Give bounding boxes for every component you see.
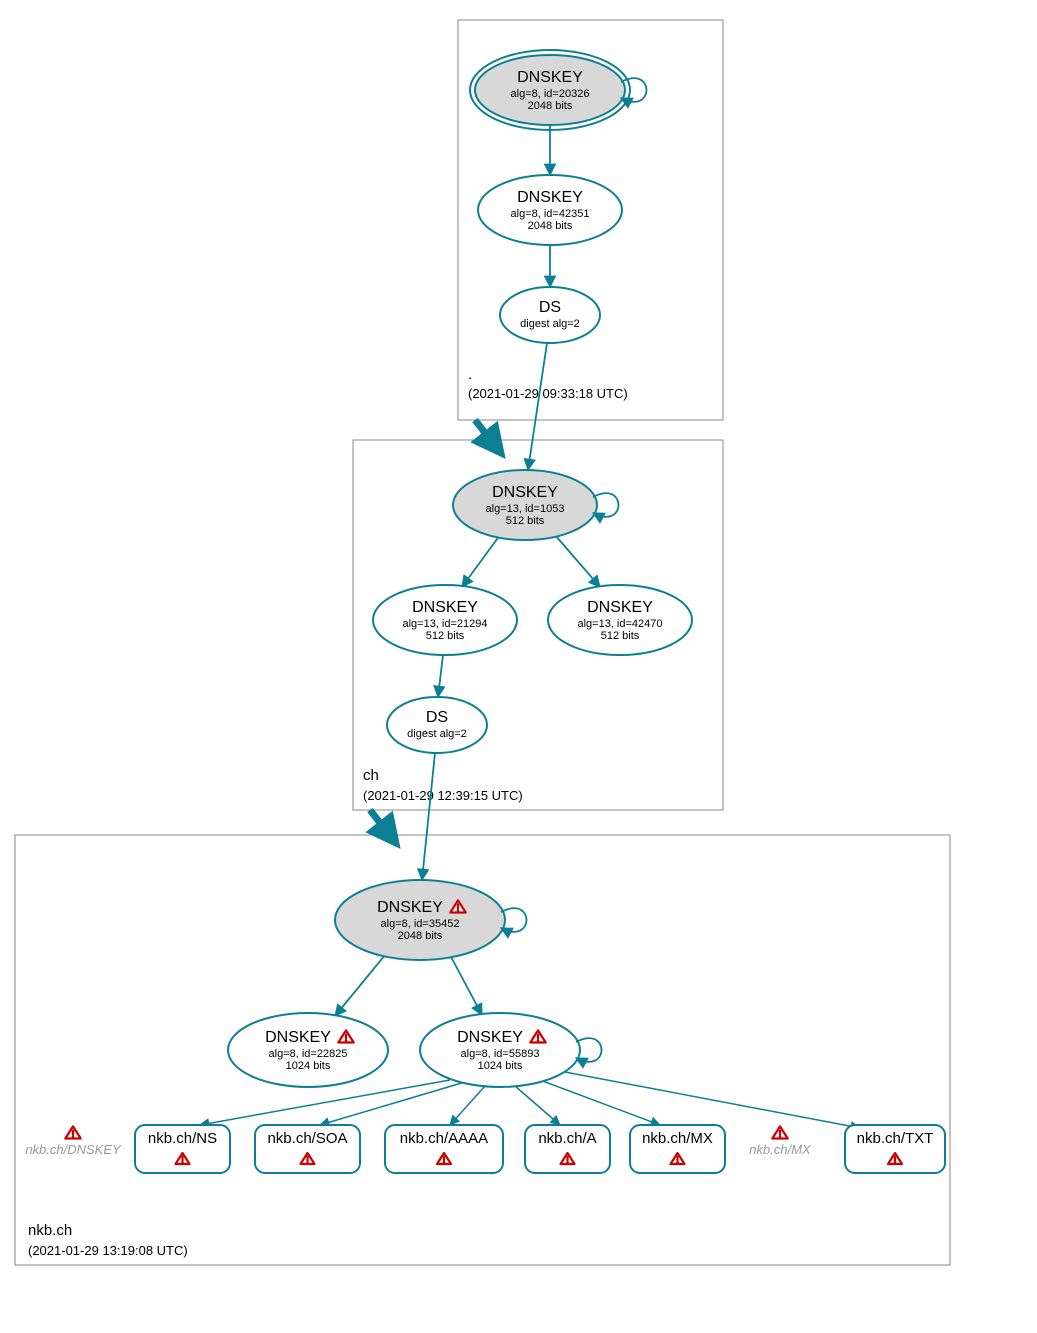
- zone-label-ch: ch: [363, 767, 379, 784]
- svg-text:alg=8, id=22825: alg=8, id=22825: [269, 1048, 348, 1060]
- svg-text:digest alg=2: digest alg=2: [520, 318, 580, 330]
- zone-time-nkb: (2021-01-29 13:19:08 UTC): [28, 1243, 188, 1258]
- edge: [422, 753, 435, 880]
- node-root-ksk: DNSKEY alg=8, id=203262048 bits: [470, 50, 647, 130]
- svg-text:512 bits: 512 bits: [601, 630, 640, 642]
- zone-arrow: [475, 420, 497, 448]
- rec-txt: nkb.ch/TXT: [845, 1125, 945, 1173]
- svg-text:DNSKEY: DNSKEY: [265, 1029, 331, 1046]
- node-nkb-zsk1: DNSKEY alg=8, id=228251024 bits: [228, 1013, 388, 1087]
- svg-text:DNSKEY: DNSKEY: [457, 1029, 523, 1046]
- edge: [335, 955, 385, 1016]
- svg-text:DS: DS: [426, 709, 448, 726]
- svg-text:nkb.ch/SOA: nkb.ch/SOA: [267, 1130, 347, 1147]
- edge: [438, 655, 443, 697]
- record-edge: [515, 1086, 560, 1125]
- zone-time-ch: (2021-01-29 12:39:15 UTC): [363, 788, 523, 803]
- svg-text:512 bits: 512 bits: [426, 630, 465, 642]
- node-ch-ksk: DNSKEY alg=13, id=1053512 bits: [453, 470, 619, 540]
- dnssec-diagram: . (2021-01-29 09:33:18 UTC) ch (2021-01-29 …: [0, 0, 1037, 1333]
- node-ch-ds: DS digest alg=2: [387, 697, 487, 753]
- svg-text:DNSKEY: DNSKEY: [517, 189, 583, 206]
- rec-soa: nkb.ch/SOA: [255, 1125, 360, 1173]
- svg-text:digest alg=2: digest alg=2: [407, 728, 467, 740]
- svg-text:alg=8, id=35452: alg=8, id=35452: [381, 918, 460, 930]
- node-nkb-zsk2: DNSKEY alg=8, id=558931024 bits: [420, 1013, 602, 1087]
- edge: [462, 535, 500, 587]
- svg-text:2048 bits: 2048 bits: [398, 930, 443, 942]
- edge: [528, 343, 547, 470]
- svg-text:1024 bits: 1024 bits: [286, 1060, 331, 1072]
- node-ch-zsk2: DNSKEY alg=13, id=42470512 bits: [548, 585, 692, 655]
- node-root-ds: DS digest alg=2: [500, 287, 600, 343]
- svg-text:nkb.ch/MX: nkb.ch/MX: [642, 1130, 713, 1147]
- edge: [450, 955, 482, 1015]
- ghost-mx: nkb.ch/MX: [749, 1126, 812, 1157]
- zone-label-root: .: [468, 366, 472, 383]
- svg-text:alg=13, id=1053: alg=13, id=1053: [486, 503, 565, 515]
- svg-text:alg=8, id=20326: alg=8, id=20326: [511, 88, 590, 100]
- svg-text:2048 bits: 2048 bits: [528, 220, 573, 232]
- zone-arrow: [370, 810, 392, 838]
- svg-text:DS: DS: [539, 299, 561, 316]
- record-edge: [565, 1072, 860, 1128]
- zone-time-root: (2021-01-29 09:33:18 UTC): [468, 386, 628, 401]
- svg-text:DNSKEY: DNSKEY: [377, 899, 443, 916]
- warning-icon: [65, 1126, 80, 1138]
- svg-text:nkb.ch/MX: nkb.ch/MX: [749, 1142, 812, 1157]
- svg-text:nkb.ch/AAAA: nkb.ch/AAAA: [400, 1130, 488, 1147]
- rec-mx: nkb.ch/MX: [630, 1125, 725, 1173]
- rec-ns: nkb.ch/NS: [135, 1125, 230, 1173]
- node-root-zsk: DNSKEY alg=8, id=423512048 bits: [478, 175, 622, 245]
- record-edge: [450, 1086, 485, 1125]
- rec-a: nkb.ch/A: [525, 1125, 610, 1173]
- svg-text:512 bits: 512 bits: [506, 515, 545, 527]
- svg-text:alg=13, id=42470: alg=13, id=42470: [577, 618, 662, 630]
- svg-text:nkb.ch/DNSKEY: nkb.ch/DNSKEY: [25, 1142, 122, 1157]
- rec-aaaa: nkb.ch/AAAA: [385, 1125, 503, 1173]
- svg-text:DNSKEY: DNSKEY: [412, 599, 478, 616]
- svg-text:nkb.ch/NS: nkb.ch/NS: [148, 1130, 217, 1147]
- node-nkb-ksk: DNSKEY alg=8, id=354522048 bits: [335, 880, 527, 960]
- svg-text:1024 bits: 1024 bits: [478, 1060, 523, 1072]
- svg-text:alg=13, id=21294: alg=13, id=21294: [402, 618, 487, 630]
- record-edge: [320, 1082, 465, 1125]
- svg-text:alg=8, id=55893: alg=8, id=55893: [461, 1048, 540, 1060]
- svg-text:DNSKEY: DNSKEY: [492, 484, 558, 501]
- warning-icon: [772, 1126, 787, 1138]
- svg-text:nkb.ch/TXT: nkb.ch/TXT: [857, 1130, 934, 1147]
- ghost-dnskey: nkb.ch/DNSKEY: [25, 1126, 122, 1157]
- svg-text:alg=8, id=42351: alg=8, id=42351: [511, 208, 590, 220]
- svg-text:nkb.ch/A: nkb.ch/A: [538, 1130, 596, 1147]
- edge: [555, 535, 600, 587]
- svg-text:DNSKEY: DNSKEY: [587, 599, 653, 616]
- svg-text:2048 bits: 2048 bits: [528, 100, 573, 112]
- zone-label-nkb: nkb.ch: [28, 1222, 72, 1239]
- svg-text:DNSKEY: DNSKEY: [517, 69, 583, 86]
- node-ch-zsk1: DNSKEY alg=13, id=21294512 bits: [373, 585, 517, 655]
